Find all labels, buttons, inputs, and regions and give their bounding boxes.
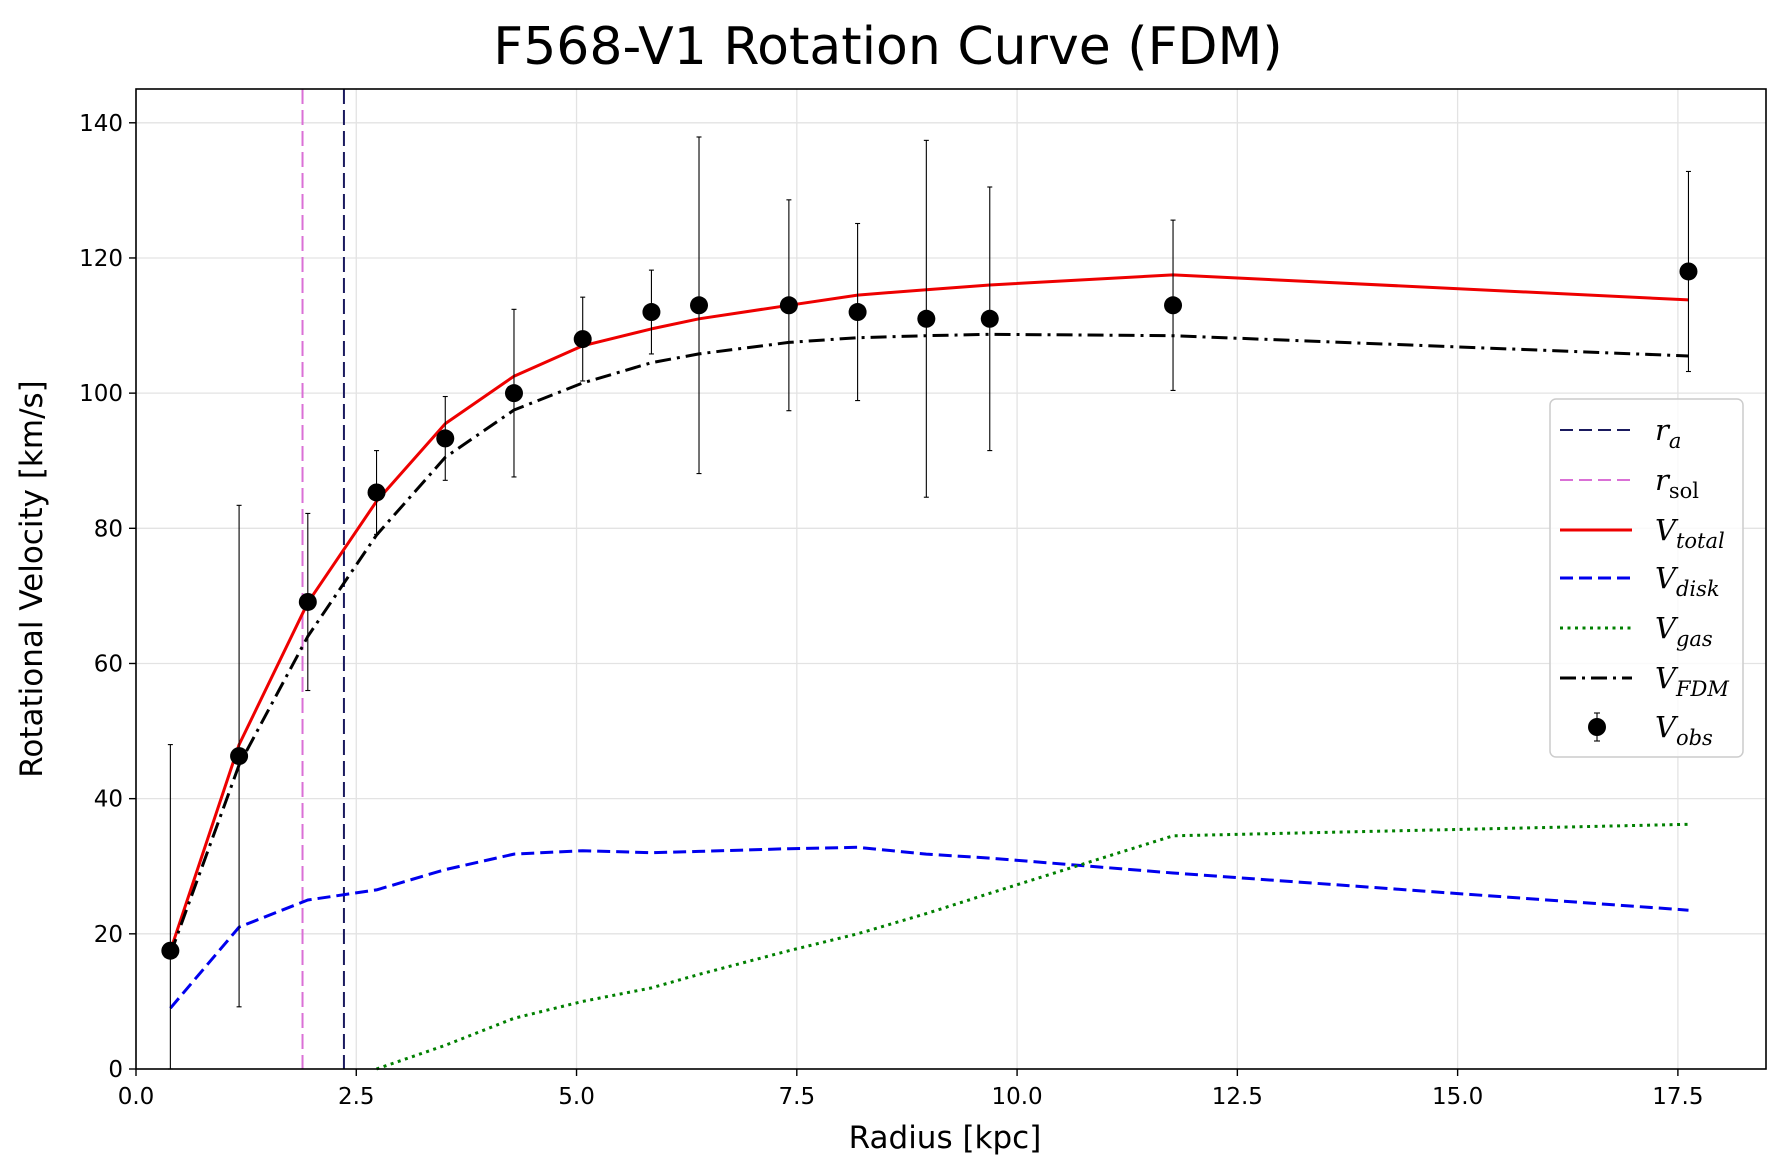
observations xyxy=(161,136,1698,1070)
legend-label-main: V xyxy=(1655,710,1679,744)
obs-point xyxy=(917,309,936,328)
y-tick-label: 40 xyxy=(94,787,123,813)
x-tick-label: 17.5 xyxy=(1652,1084,1703,1110)
obs-point xyxy=(1679,262,1698,281)
x-tick-label: 5.0 xyxy=(558,1084,595,1110)
legend-label-main: r xyxy=(1655,413,1671,447)
legend-label-main: V xyxy=(1655,561,1679,595)
obs-point xyxy=(504,384,523,403)
legend-label-v-gas: Vgas xyxy=(1655,611,1713,651)
plot-frame xyxy=(135,88,1767,1070)
y-tick-label: 60 xyxy=(94,651,123,677)
obs-point xyxy=(436,429,455,448)
legend-label-sub: total xyxy=(1676,529,1725,553)
v-disk-line xyxy=(169,845,1689,1010)
obs-point xyxy=(980,309,999,328)
legend-box xyxy=(1549,398,1744,758)
obs-point xyxy=(367,483,386,502)
legend-label-main: V xyxy=(1655,661,1679,695)
v-fdm-line xyxy=(168,332,1689,955)
legend-label-sub: FDM xyxy=(1675,677,1729,701)
x-axis-label: Radius [kpc] xyxy=(849,1120,1042,1156)
obs-point xyxy=(298,592,317,611)
legend-label-main: V xyxy=(1655,513,1679,547)
legend-label-sub: a xyxy=(1669,429,1682,453)
legend-label-v-total: Vtotal xyxy=(1655,513,1725,553)
y-tick-label: 80 xyxy=(94,516,123,542)
legend-label-sub: gas xyxy=(1676,627,1713,651)
obs-point xyxy=(573,330,592,349)
legend-label-v-fdm: VFDM xyxy=(1655,661,1729,701)
obs-point xyxy=(848,303,867,322)
y-tick-label: 20 xyxy=(94,922,123,948)
v-total-line xyxy=(168,273,1689,952)
obs-point xyxy=(779,296,798,315)
obs-point xyxy=(161,941,180,960)
x-tick-label: 7.5 xyxy=(779,1084,816,1110)
obs-point xyxy=(230,747,249,766)
legend-label-sub: disk xyxy=(1676,577,1720,601)
legend-obs-marker xyxy=(1588,718,1606,736)
y-axis-label: Rotational Velocity [km/s] xyxy=(14,380,50,778)
chart-title: F568-V1 Rotation Curve (FDM) xyxy=(493,17,1282,77)
x-tick-label: 2.5 xyxy=(338,1084,375,1110)
legend-label-sub: sol xyxy=(1669,479,1699,503)
x-axis-ticks: 0.0 2.5 5.0 7.5 10.0 12.5 15.0 17.5 xyxy=(118,1069,1704,1110)
y-tick-label: 120 xyxy=(79,246,123,272)
legend-label-v-obs: Vobs xyxy=(1655,710,1713,750)
y-tick-label: 100 xyxy=(79,381,123,407)
x-tick-label: 0.0 xyxy=(118,1084,155,1110)
legend-label-r-a: ra xyxy=(1655,413,1681,453)
legend-label-sub: obs xyxy=(1676,726,1713,750)
legend-label-r-sol: rsol xyxy=(1655,463,1699,503)
legend-label-v-disk: Vdisk xyxy=(1655,561,1720,601)
x-tick-label: 10.0 xyxy=(991,1084,1042,1110)
obs-point xyxy=(690,296,709,315)
y-tick-label: 140 xyxy=(79,111,123,137)
x-tick-label: 15.0 xyxy=(1432,1084,1483,1110)
obs-point xyxy=(642,303,661,322)
x-tick-label: 12.5 xyxy=(1212,1084,1263,1110)
series-lines xyxy=(168,273,1689,1071)
obs-point xyxy=(1164,296,1183,315)
y-axis-ticks: 0 20 40 60 80 100 120 140 xyxy=(79,111,136,1083)
legend-label-main: r xyxy=(1655,463,1671,497)
legend-label-main: V xyxy=(1655,611,1679,645)
y-tick-label: 0 xyxy=(108,1057,123,1083)
v-gas-line xyxy=(376,822,1689,1071)
grid xyxy=(135,89,1766,1070)
vertical-markers xyxy=(301,89,345,1069)
